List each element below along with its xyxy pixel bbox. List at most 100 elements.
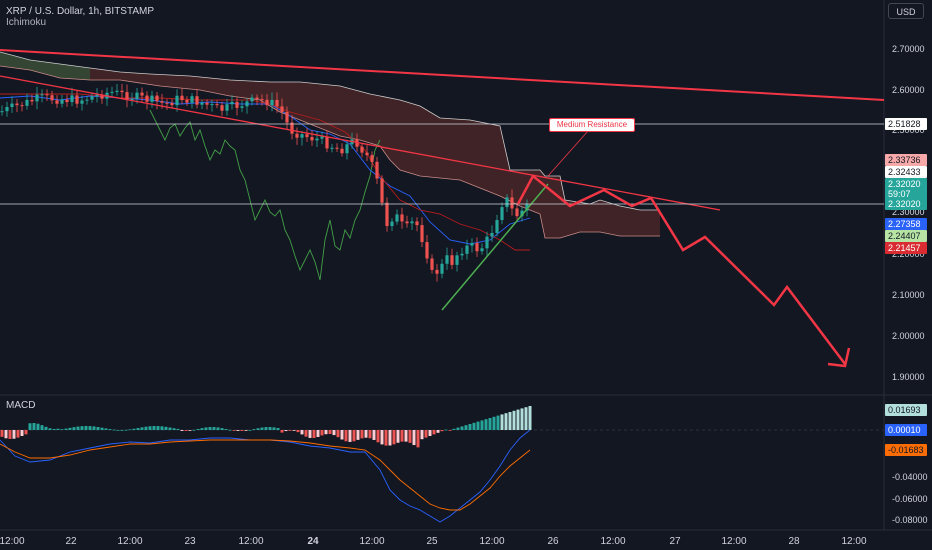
macd-histogram-bar [476, 421, 480, 430]
macd-histogram-bar [496, 415, 500, 430]
candle-body [430, 258, 434, 270]
macd-histogram-bar [228, 429, 232, 431]
macd-tick: -0.06000 [892, 494, 928, 504]
candle-body [245, 101, 249, 107]
candle-body [460, 253, 464, 256]
macd-histogram-bar [144, 426, 148, 430]
indicator-label-macd[interactable]: MACD [6, 400, 36, 411]
macd-histogram-bar [4, 430, 8, 439]
macd-histogram-bar [464, 425, 468, 430]
macd-histogram-bar [256, 428, 260, 430]
candle-body [125, 92, 129, 101]
price-tick: 2.60000 [892, 85, 925, 95]
macd-histogram-bar [108, 429, 112, 430]
candle-body [280, 106, 284, 112]
candle-body [330, 147, 334, 149]
macd-histogram-bar [224, 428, 228, 430]
candle-body [295, 133, 299, 138]
macd-histogram-bar [128, 429, 132, 431]
macd-histogram-bar [120, 429, 124, 431]
price-tick: 1.90000 [892, 372, 925, 382]
macd-histogram-bar [336, 430, 340, 438]
cloud-green-segment [0, 52, 90, 80]
candle-body [25, 99, 29, 106]
candle-body [175, 95, 179, 106]
macd-histogram-bar [528, 406, 532, 430]
macd-histogram-bar [100, 427, 104, 430]
candle-body [135, 92, 139, 99]
candle-body [145, 95, 149, 102]
support-trendline[interactable] [441, 183, 549, 311]
time-label: 12:00 [238, 536, 264, 547]
senkou-span-a [0, 65, 660, 239]
macd-histogram-bar [184, 430, 188, 431]
macd-histogram-bar [36, 423, 40, 430]
macd-histogram-bar [240, 430, 244, 431]
macd-histogram-bar [312, 430, 316, 439]
candle-body [35, 94, 39, 102]
senkou-span-b [0, 51, 660, 211]
candle-body [185, 100, 189, 103]
macd-tag-signal: -0.01683 [885, 444, 927, 456]
chikou-span [149, 109, 381, 281]
macd-histogram-bar [24, 430, 28, 435]
candle-body [485, 236, 489, 249]
macd-histogram-bar [360, 430, 364, 439]
macd-signal-line [0, 439, 531, 511]
candle-body [385, 202, 389, 227]
candle-body [240, 106, 244, 108]
time-label: 12:00 [359, 536, 385, 547]
candle-body [225, 104, 229, 111]
macd-histogram-bar [320, 430, 324, 436]
macd-histogram-bar [396, 430, 400, 443]
time-label: 24 [307, 536, 319, 547]
candle-body [40, 94, 44, 96]
macd-histogram-bar [384, 430, 388, 446]
macd-histogram-bar [380, 430, 384, 445]
macd-histogram-bar [484, 419, 488, 430]
candle-body [95, 94, 99, 97]
price-tick: 2.50000 [892, 125, 925, 135]
macd-histogram-bar [332, 430, 336, 436]
candle-body [205, 102, 209, 105]
candle-body [120, 90, 124, 93]
candle-body [60, 99, 64, 104]
long-resistance-trendline[interactable] [0, 49, 885, 101]
macd-histogram-bar [180, 430, 184, 431]
macd-histogram-bar [172, 428, 176, 430]
macd-histogram-bar [440, 430, 444, 432]
candle-body [300, 134, 304, 138]
macd-histogram-bar [372, 430, 376, 440]
macd-histogram-bar [296, 430, 300, 433]
price-tag-kijun: 2.21457 [885, 242, 927, 254]
medium-resistance-trendline[interactable] [0, 75, 721, 211]
macd-histogram-bar [80, 426, 84, 430]
macd-histogram-bar [524, 407, 528, 430]
macd-histogram-bar [300, 430, 304, 435]
candle-body [470, 243, 474, 246]
price-tick: 2.70000 [892, 44, 925, 54]
indicator-label-ichimoku[interactable]: Ichimoku [6, 17, 47, 28]
macd-histogram-bar [368, 430, 372, 439]
macd-histogram-bar [160, 426, 164, 430]
macd-histogram-bar [40, 425, 44, 430]
time-label: 27 [669, 536, 681, 547]
candle-body [5, 106, 9, 112]
candle-body [15, 103, 19, 106]
candle-body [140, 92, 144, 96]
macd-histogram-bar [52, 428, 56, 430]
projection-arrowhead [827, 347, 851, 368]
price-tag-horizontal-line: 2.51828 [885, 118, 927, 130]
macd-histogram-bar [168, 427, 172, 430]
candle-body [50, 95, 54, 101]
currency-button[interactable]: USD [888, 3, 924, 19]
macd-histogram-bar [56, 428, 60, 430]
candle-body [480, 248, 484, 252]
projection-path[interactable] [516, 174, 846, 365]
symbol-title[interactable]: XRP / U.S. Dollar, 1h, BITSTAMP [6, 6, 155, 17]
macd-histogram-bar [340, 430, 344, 440]
candle-body [495, 220, 499, 233]
price-tick: 2.30000 [892, 207, 925, 217]
medium-resistance-label[interactable]: Medium Resistance [549, 118, 635, 132]
